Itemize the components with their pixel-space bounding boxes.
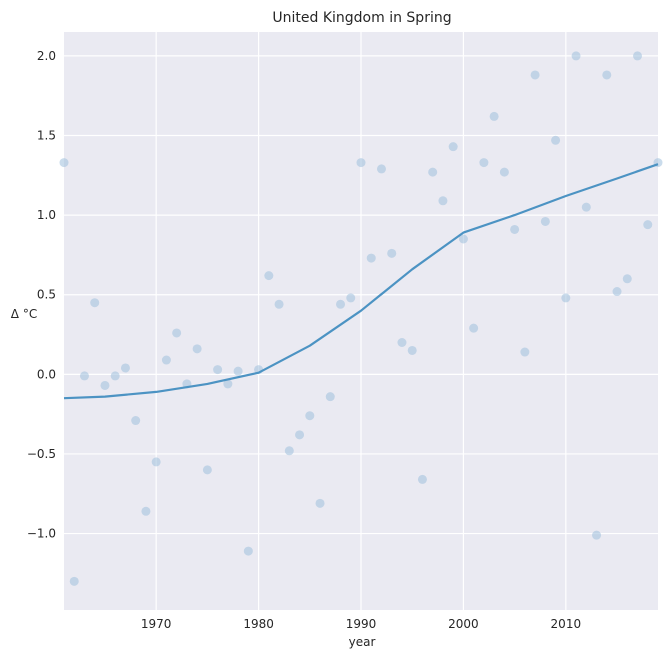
x-axis-label: year	[349, 635, 376, 649]
trend-lines	[63, 163, 659, 400]
data-point	[397, 337, 407, 347]
data-point	[479, 158, 489, 168]
y-tick-label: 1.5	[37, 128, 56, 142]
x-tick-label: 1990	[346, 617, 377, 631]
data-point	[417, 474, 427, 484]
data-point	[161, 355, 171, 365]
data-point	[243, 546, 253, 556]
y-tick-label: 0.5	[37, 288, 56, 302]
chart-title: United Kingdom in Spring	[272, 10, 451, 26]
data-point	[510, 224, 520, 234]
data-point	[376, 164, 386, 174]
trend-line	[63, 163, 659, 400]
data-point	[561, 293, 571, 303]
data-point	[407, 345, 417, 355]
y-tick-labels: −1.0 −0.5 0.0 0.5 1.0 1.5 2.0	[27, 49, 56, 541]
data-point	[90, 298, 100, 308]
data-point	[592, 530, 602, 540]
data-point	[315, 498, 325, 508]
data-point	[356, 158, 366, 168]
data-point	[458, 234, 468, 244]
data-point	[264, 271, 274, 281]
data-point	[551, 135, 561, 145]
y-axis-label: Δ °C	[11, 307, 37, 321]
data-point	[172, 328, 182, 338]
data-point	[346, 293, 356, 303]
data-point	[448, 142, 458, 152]
data-point	[151, 457, 161, 467]
x-tick-label: 2000	[448, 617, 479, 631]
data-point	[612, 287, 622, 297]
data-point	[520, 347, 530, 357]
data-point	[633, 51, 643, 61]
data-point	[499, 167, 509, 177]
data-point	[110, 371, 120, 381]
x-tick-label: 1970	[141, 617, 172, 631]
data-point	[100, 380, 110, 390]
data-point	[581, 202, 591, 212]
y-tick-label: −0.5	[27, 447, 56, 461]
data-point	[295, 430, 305, 440]
data-point	[602, 70, 612, 80]
data-point	[469, 323, 479, 333]
x-tick-labels: 1970 1980 1990 2000 2010	[141, 617, 581, 631]
data-point	[141, 506, 151, 516]
data-point	[192, 344, 202, 354]
x-tick-label: 1980	[243, 617, 274, 631]
y-tick-label: 2.0	[37, 49, 56, 63]
x-tick-label: 2010	[551, 617, 582, 631]
data-point	[622, 274, 632, 284]
data-point	[387, 248, 397, 258]
y-tick-label: 0.0	[37, 367, 56, 381]
data-point	[428, 167, 438, 177]
data-point	[223, 379, 233, 389]
data-point	[305, 411, 315, 421]
data-point	[131, 416, 141, 426]
data-point	[325, 392, 335, 402]
scatter-points	[59, 51, 663, 586]
data-point	[336, 299, 346, 309]
data-point	[489, 111, 499, 121]
data-point	[79, 371, 89, 381]
data-point	[120, 363, 130, 373]
data-point	[540, 216, 550, 226]
data-point	[59, 158, 69, 168]
data-point	[643, 220, 653, 230]
data-point	[202, 465, 212, 475]
data-point	[530, 70, 540, 80]
data-point	[213, 365, 223, 375]
data-point	[438, 196, 448, 206]
y-tick-label: −1.0	[27, 527, 56, 541]
data-point	[274, 299, 284, 309]
data-point	[284, 446, 294, 456]
y-tick-label: 1.0	[37, 208, 56, 222]
data-point	[571, 51, 581, 61]
grid	[64, 32, 658, 610]
data-point	[233, 366, 243, 376]
data-point	[366, 253, 376, 263]
data-point	[69, 576, 79, 586]
